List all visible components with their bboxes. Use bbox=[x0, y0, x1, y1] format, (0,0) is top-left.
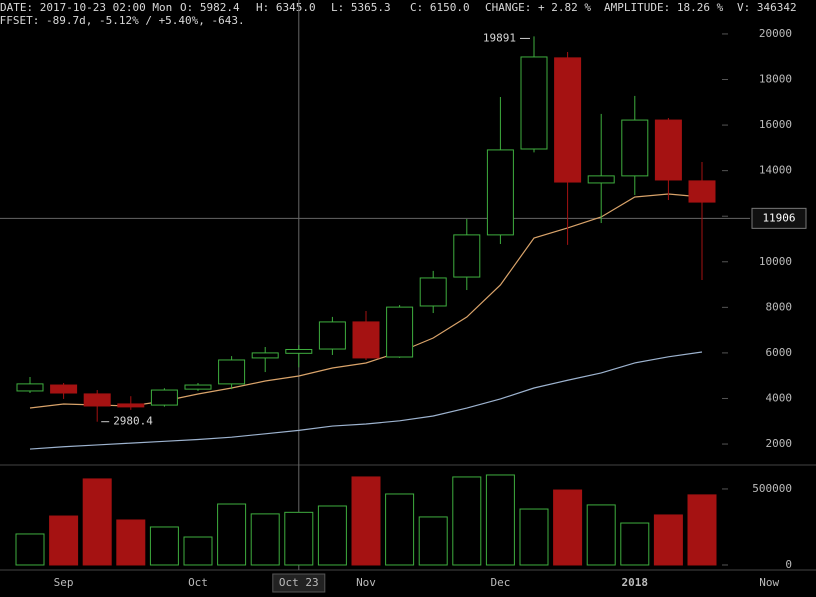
volume-y-tick-label: 0 bbox=[785, 558, 792, 571]
candle-body bbox=[251, 352, 279, 359]
candle-body bbox=[554, 57, 582, 183]
max-label: 19891 bbox=[483, 31, 516, 44]
candle-body bbox=[16, 383, 44, 392]
x-tick-label: Oct 23 bbox=[279, 576, 319, 589]
x-tick-label: Dec bbox=[490, 576, 510, 589]
candle-body bbox=[486, 149, 514, 236]
crosshair-label: 11906 bbox=[762, 211, 795, 224]
volume-bar bbox=[183, 536, 213, 566]
x-tick-label: Sep bbox=[54, 576, 74, 589]
moving-average bbox=[29, 351, 703, 450]
y-tick-label: 8000 bbox=[766, 300, 793, 313]
volume-bar bbox=[15, 533, 45, 566]
volume-bar bbox=[687, 494, 717, 566]
header-item: H: 6345.0 bbox=[256, 1, 316, 14]
candle-body bbox=[318, 321, 346, 350]
header-item: L: 5365.3 bbox=[331, 1, 391, 14]
offset-line: OFFSET: -89.7d, -5.12% / +5.40%, -643. bbox=[0, 14, 245, 27]
volume-bar bbox=[250, 513, 280, 566]
candle-body bbox=[352, 321, 380, 359]
volume-bar bbox=[452, 476, 482, 566]
volume-bar bbox=[418, 516, 448, 566]
volume-bar bbox=[82, 478, 112, 566]
header-item: CHANGE: + 2.82 % bbox=[485, 1, 591, 14]
y-tick-label: 4000 bbox=[766, 391, 793, 404]
volume-bar bbox=[653, 514, 683, 566]
volume-bar bbox=[385, 493, 415, 566]
volume-bar bbox=[116, 519, 146, 566]
x-label-highlight bbox=[272, 573, 326, 593]
volume-bar bbox=[149, 526, 179, 566]
candle-body bbox=[218, 359, 246, 385]
crosshair-label-box bbox=[751, 207, 807, 229]
y-tick-label: 10000 bbox=[759, 255, 792, 268]
volume-bar bbox=[351, 476, 381, 566]
volume-bar bbox=[519, 508, 549, 566]
y-tick-label: 16000 bbox=[759, 118, 792, 131]
y-tick-label: 18000 bbox=[759, 73, 792, 86]
candle-body bbox=[386, 306, 414, 358]
candle-body bbox=[654, 119, 682, 181]
y-tick-label: 20000 bbox=[759, 27, 792, 40]
candle-body bbox=[150, 389, 178, 406]
x-tick-label: Oct bbox=[188, 576, 208, 589]
y-tick-label: 6000 bbox=[766, 346, 793, 359]
header-item: C: 6150.0 bbox=[410, 1, 470, 14]
candle-body bbox=[453, 234, 481, 278]
volume-bar bbox=[553, 489, 583, 566]
candle-body bbox=[520, 56, 548, 150]
volume-bar bbox=[586, 504, 616, 566]
y-tick-label: 2000 bbox=[766, 437, 793, 450]
candle-body bbox=[419, 277, 447, 307]
candle-body bbox=[83, 393, 111, 407]
candle-body bbox=[688, 180, 716, 203]
candle-body bbox=[285, 348, 313, 354]
moving-average bbox=[29, 193, 703, 409]
min-label: 2980.4 bbox=[113, 415, 153, 428]
candle-body bbox=[621, 119, 649, 177]
x-tick-label: 2018 bbox=[622, 576, 649, 589]
volume-bar bbox=[49, 515, 79, 566]
x-tick-label: Nov bbox=[356, 576, 376, 589]
volume-bar bbox=[485, 474, 515, 566]
candle-body bbox=[587, 175, 615, 184]
volume-y-tick-label: 500000 bbox=[752, 482, 792, 495]
candle-body bbox=[184, 384, 212, 390]
volume-bar bbox=[284, 511, 314, 566]
volume-bar bbox=[217, 503, 247, 566]
header-item: AMPLITUDE: 18.26 % bbox=[604, 1, 724, 14]
header-item: O: 5982.4 bbox=[180, 1, 240, 14]
x-end-label: Now bbox=[759, 576, 779, 589]
volume-bar bbox=[317, 505, 347, 566]
candle-body bbox=[50, 384, 78, 394]
candle-body bbox=[117, 403, 145, 408]
volume-bar bbox=[620, 522, 650, 566]
header-item: V: 346342 bbox=[737, 1, 797, 14]
y-tick-label: 14000 bbox=[759, 164, 792, 177]
header-item: DATE: 2017-10-23 02:00 Mon bbox=[0, 1, 172, 14]
